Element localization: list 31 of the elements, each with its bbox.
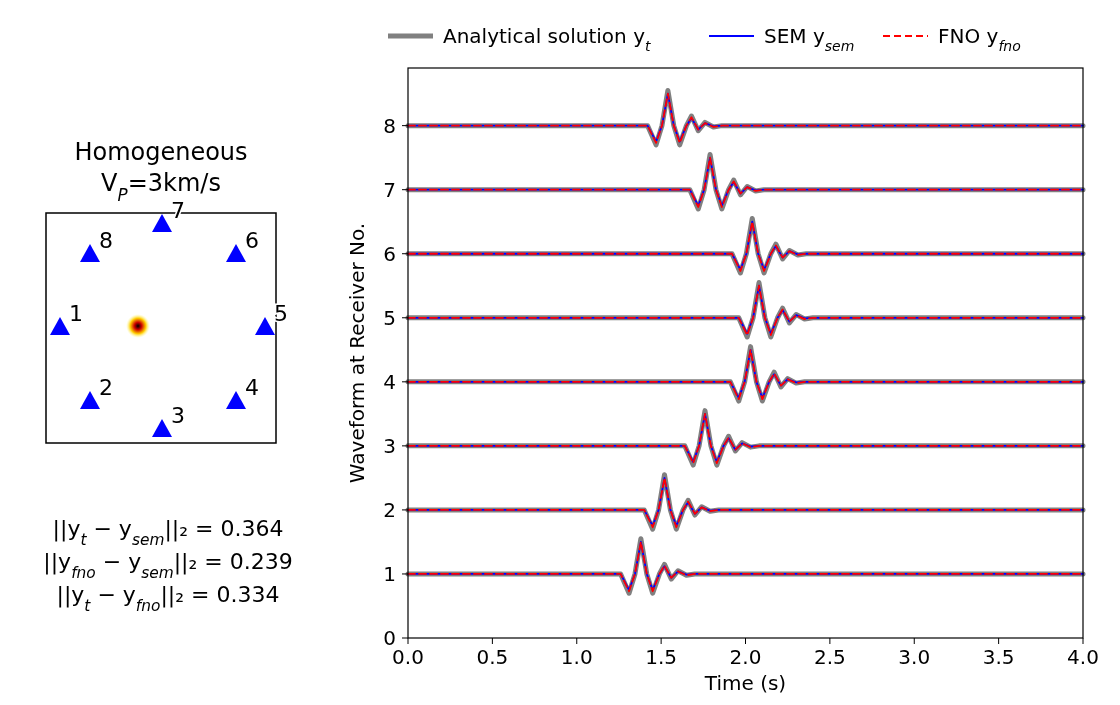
x-tick-label: 2.5 [813, 645, 846, 669]
text: Homogeneous [74, 138, 248, 166]
legend-label: FNO y$_{fno}$ [938, 24, 1021, 54]
category-label: 6 [245, 228, 259, 253]
text: ||y$_{t}$ − y$_{sem}$||₂ = 0.364 [52, 516, 284, 549]
x-axis-title: Time (s) [703, 671, 787, 695]
x-tick-label: 1.5 [645, 645, 678, 669]
y-tick-label: 6 [383, 241, 396, 266]
category-label: 2 [99, 375, 113, 400]
category-label: 3 [171, 403, 185, 428]
y-tick-label: 7 [383, 177, 396, 202]
text: ||y$_{t}$ − y$_{fno}$||₂ = 0.334 [56, 582, 280, 615]
text: ||y$_{fno}$ − y$_{sem}$||₂ = 0.239 [43, 549, 293, 582]
category-label: 8 [99, 228, 113, 253]
y-tick-label: 4 [383, 369, 396, 394]
x-tick-label: 2.0 [729, 645, 762, 669]
y-tick-label: 8 [383, 113, 396, 138]
y-tick-label: 1 [383, 561, 396, 586]
category-label: 1 [69, 301, 83, 326]
x-tick-label: 3.0 [898, 645, 931, 669]
y-tick-label: 3 [383, 433, 396, 458]
y-tick-label: 2 [383, 497, 396, 522]
x-tick-label: 3.5 [982, 645, 1015, 669]
category-label: 4 [245, 375, 259, 400]
legend-label: SEM y$_{sem}$ [764, 24, 855, 54]
x-tick-label: 4.0 [1067, 645, 1099, 669]
x-tick-label: 0.5 [476, 645, 509, 669]
y-axis-title: Waveform at Receiver No. [345, 222, 369, 484]
legend-label: Analytical solution y$_{t}$ [443, 24, 651, 54]
x-tick-label: 1.0 [560, 645, 593, 669]
y-tick-label: 5 [383, 305, 396, 330]
